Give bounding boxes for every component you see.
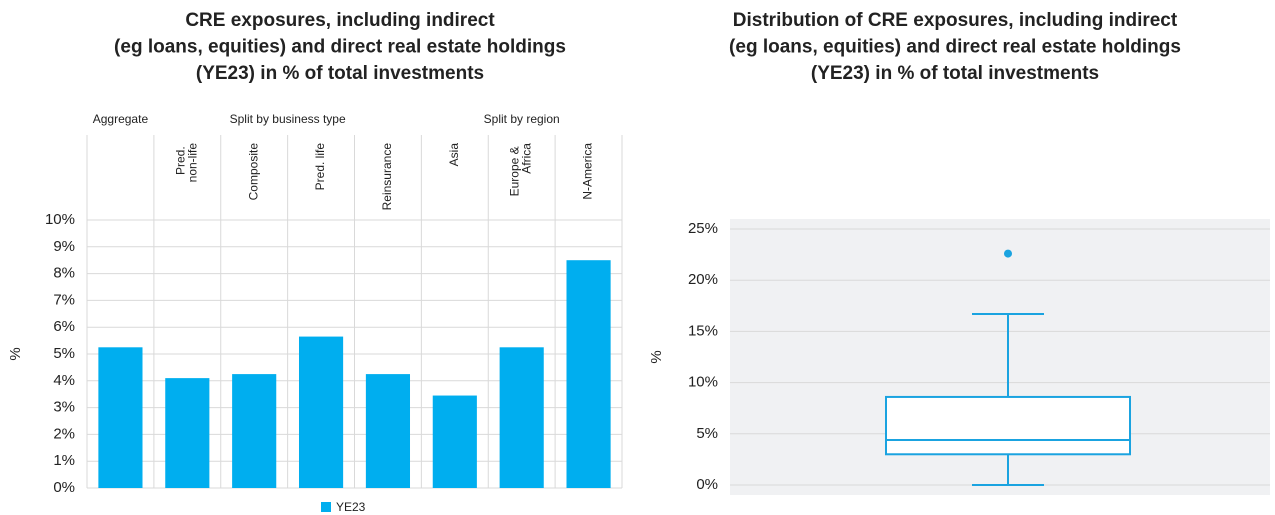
bar [432, 395, 477, 488]
category-label: N-America [581, 143, 595, 200]
category-label-line: Africa [520, 143, 534, 174]
y-tick-label: 10% [688, 374, 718, 391]
y-tick-label: 2% [53, 425, 75, 442]
bar [98, 347, 143, 488]
y-tick-label: 7% [53, 291, 75, 308]
category-label-line: Europe & [508, 143, 522, 196]
chart-title: Distribution of CRE exposures, including… [733, 10, 1178, 31]
y-tick-label: 8% [53, 265, 75, 282]
y-tick-label: 10% [45, 211, 75, 228]
bar [298, 336, 344, 488]
bar [365, 374, 411, 488]
group-label: Split by region [484, 112, 560, 126]
y-axis-label: % [7, 347, 24, 360]
y-tick-label: 3% [53, 399, 75, 416]
box [885, 395, 1131, 456]
group-label: Aggregate [93, 112, 149, 126]
category-label-line: non-life [185, 143, 199, 183]
y-tick-label: 5% [53, 345, 75, 362]
category-label: Europe & Africa [508, 143, 534, 197]
y-tick-label: 20% [688, 271, 718, 288]
category-label: Asia [447, 143, 461, 167]
y-tick-label: 1% [53, 452, 75, 469]
chart-title: (YE23) in % of total investments [196, 63, 484, 84]
chart-title: (eg loans, equities) and direct real est… [729, 37, 1181, 58]
category-label-line: Pred. [173, 143, 187, 175]
y-tick-label: 0% [696, 476, 718, 493]
legend-swatch [321, 502, 331, 512]
y-tick-label: 4% [53, 372, 75, 389]
category-label: Reinsurance [380, 143, 394, 211]
group-label: Split by business type [230, 112, 346, 126]
y-tick-label: 6% [53, 318, 75, 335]
bar [232, 374, 277, 488]
bar [165, 378, 210, 488]
bar [499, 347, 544, 488]
legend-label: YE23 [336, 500, 366, 514]
y-tick-label: 9% [53, 238, 75, 255]
bar [566, 260, 611, 488]
category-label: Pred. life [313, 143, 327, 191]
category-label: Composite [246, 143, 260, 201]
y-axis-label: % [648, 350, 665, 363]
chart-title: (eg loans, equities) and direct real est… [114, 37, 566, 58]
y-tick-label: 0% [53, 479, 75, 496]
chart-title: CRE exposures, including indirect [185, 10, 495, 31]
outlier [1004, 249, 1012, 258]
chart-title: (YE23) in % of total investments [811, 63, 1099, 84]
y-tick-label: 15% [688, 322, 718, 339]
y-tick-label: 5% [696, 425, 718, 442]
category-label: Pred. non-life [173, 143, 199, 183]
y-tick-label: 25% [688, 220, 718, 237]
